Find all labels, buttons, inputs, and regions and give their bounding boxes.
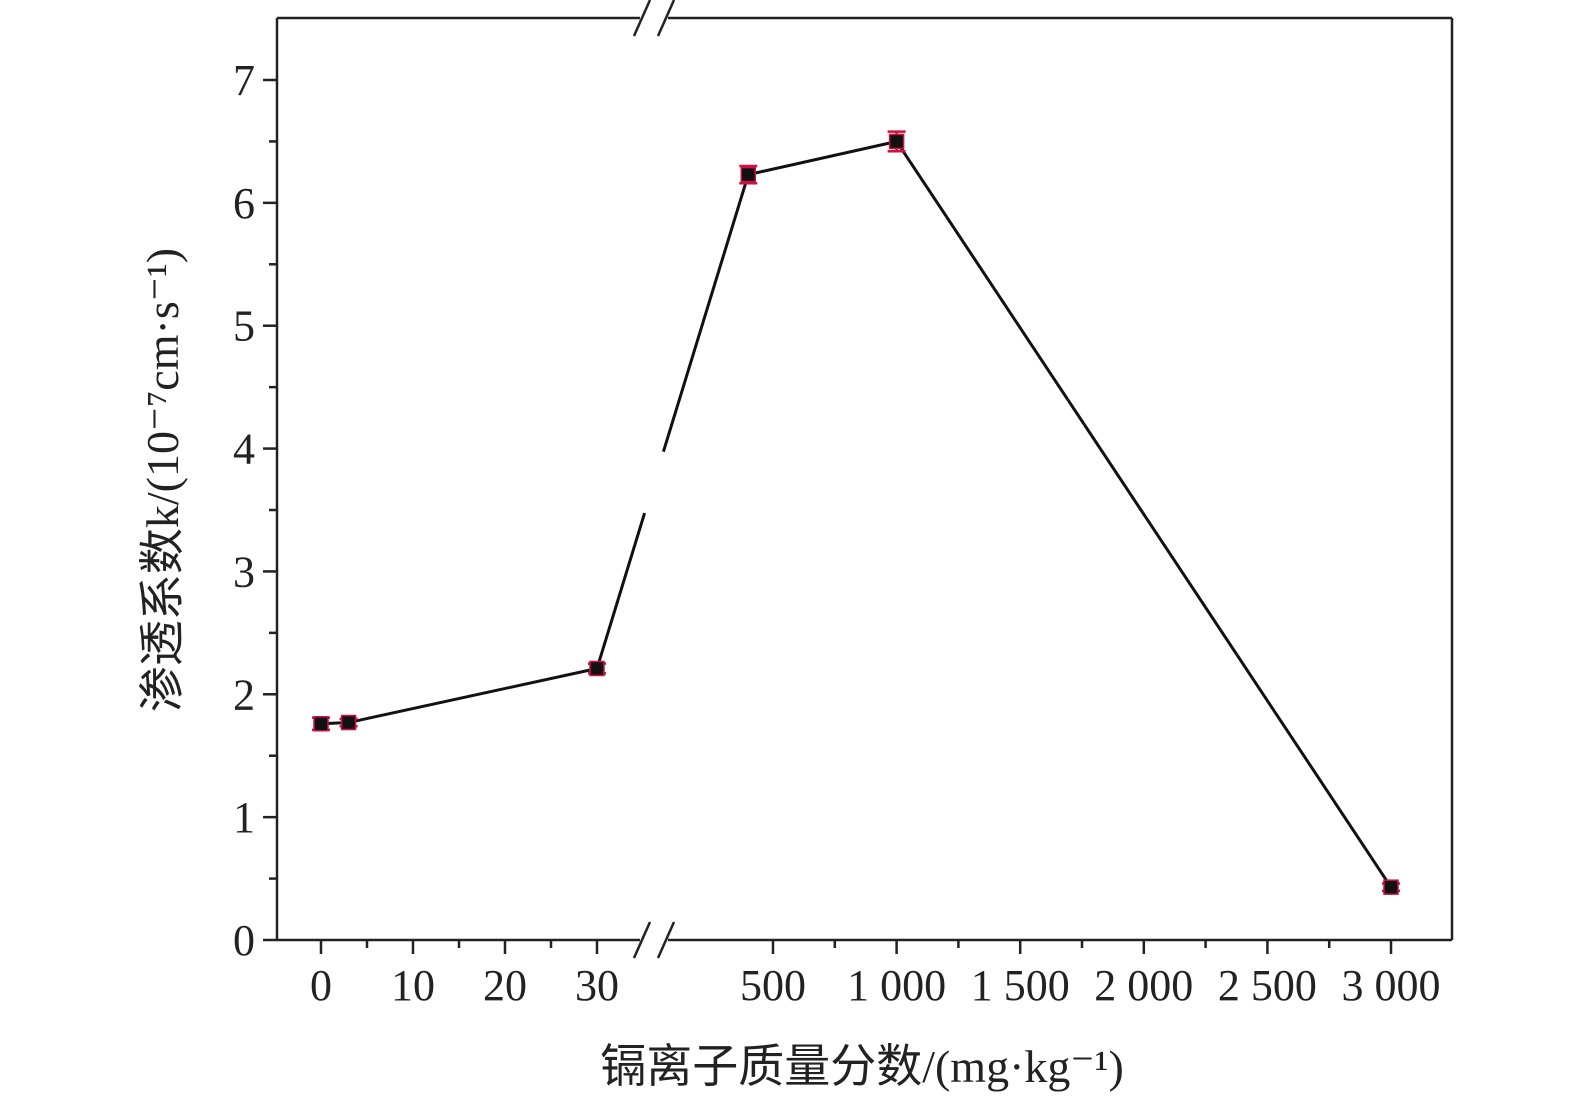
data-point (340, 714, 357, 731)
axes: 0 1 2 3 4 5 6 7 0 10 20 30 500 1 000 1 500 2 000 2 500 3 … (233, 0, 1454, 1010)
data-point (1383, 879, 1399, 895)
series-line-segment (747, 139, 897, 177)
series (312, 130, 1400, 895)
x-tick-label: 2 000 (1094, 961, 1193, 1010)
top-break-mark (656, 0, 676, 37)
data-point (313, 716, 329, 732)
series-line-segment (595, 512, 647, 669)
series-line-segment (661, 174, 750, 453)
x-tick-label: 3 000 (1342, 961, 1441, 1010)
data-point (589, 660, 605, 677)
x-tick-label: 500 (740, 961, 806, 1010)
x-tick-label: 1 500 (971, 961, 1070, 1010)
y-tick-label: 1 (233, 793, 255, 842)
x-axis-break-mark (656, 921, 676, 959)
top-break-mark (632, 0, 652, 37)
series-line-segment (348, 667, 598, 725)
y-tick-label: 3 (233, 547, 255, 596)
labels: 镉离子质量分数/(mg·kg⁻¹) 渗透系数k/(10⁻⁷cm·s⁻¹) (137, 248, 1124, 1092)
y-tick-label: 7 (233, 56, 255, 105)
data-point (740, 166, 757, 183)
x-tick-label: 2 500 (1218, 961, 1317, 1010)
series-line-segment (895, 140, 1393, 889)
x-axis-title: 镉离子质量分数/(mg·kg⁻¹) (600, 1041, 1124, 1092)
x-tick-label: 10 (391, 961, 435, 1010)
data-point (888, 133, 905, 150)
y-tick-label: 5 (233, 302, 255, 351)
y-tick-label: 0 (233, 916, 255, 965)
y-axis-title: 渗透系数k/(10⁻⁷cm·s⁻¹) (137, 248, 188, 712)
x-tick-label: 1 000 (847, 961, 946, 1010)
x-tick-label: 30 (575, 961, 619, 1010)
x-tick-label: 20 (483, 961, 527, 1010)
x-axis-break-mark (632, 921, 652, 959)
y-tick-label: 4 (233, 425, 255, 474)
x-tick-label: 0 (310, 961, 332, 1010)
y-tick-label: 2 (233, 670, 255, 719)
y-tick-label: 6 (233, 179, 255, 228)
